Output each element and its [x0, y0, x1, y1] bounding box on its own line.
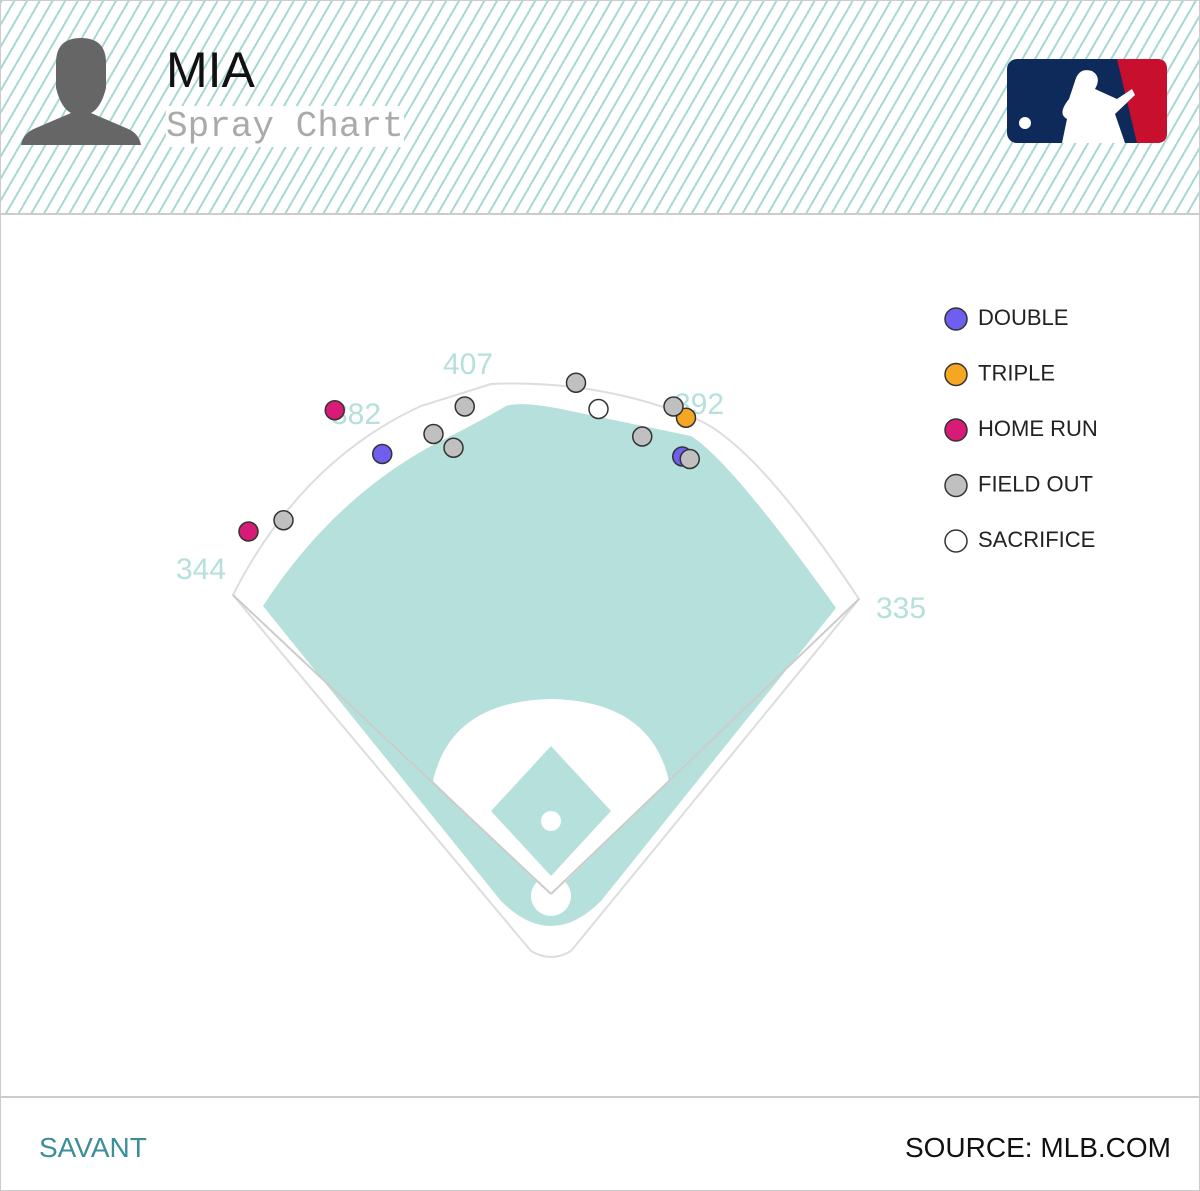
player-silhouette [21, 38, 141, 145]
legend-marker [944, 307, 968, 331]
footer: SAVANT SOURCE: MLB.COM [1, 1096, 1199, 1190]
foul-line [232, 594, 552, 895]
title: MIA [166, 42, 255, 98]
legend-label: FIELD OUT [978, 471, 1093, 496]
footer-brand: SAVANT [39, 1132, 147, 1163]
hit-point [679, 448, 700, 470]
hit-point [238, 521, 259, 542]
mound [541, 811, 561, 831]
hit-point [372, 443, 393, 465]
home-circle [531, 876, 571, 916]
hit-point [423, 423, 444, 445]
subtitle: Spray Chart [166, 106, 404, 147]
legend-label: DOUBLE [978, 305, 1068, 330]
wall-distance: 344 [176, 553, 226, 586]
hit-point [663, 396, 684, 417]
legend-marker [944, 362, 968, 387]
footer-source: SOURCE: MLB.COM [904, 1132, 1171, 1163]
hit-point [443, 437, 464, 458]
legend-label: TRIPLE [978, 360, 1055, 385]
hit-point [324, 400, 345, 421]
mlb-logo [1007, 59, 1167, 143]
hit-point [565, 372, 587, 393]
hit-point [273, 510, 294, 531]
wall-distance: 335 [876, 592, 926, 625]
wall-distance: 407 [443, 348, 493, 381]
outfield-grass [263, 404, 836, 927]
legend-marker [944, 473, 968, 498]
legend-marker [944, 418, 968, 442]
hit-point [454, 396, 475, 417]
legend-label: SACRIFICE [978, 527, 1095, 552]
legend-marker [944, 529, 968, 553]
hit-point [588, 398, 609, 420]
legend-label: HOME RUN [978, 416, 1098, 441]
foul-line [550, 598, 860, 895]
header: MIA Spray Chart [1, 1, 1199, 215]
hit-point [632, 426, 653, 447]
